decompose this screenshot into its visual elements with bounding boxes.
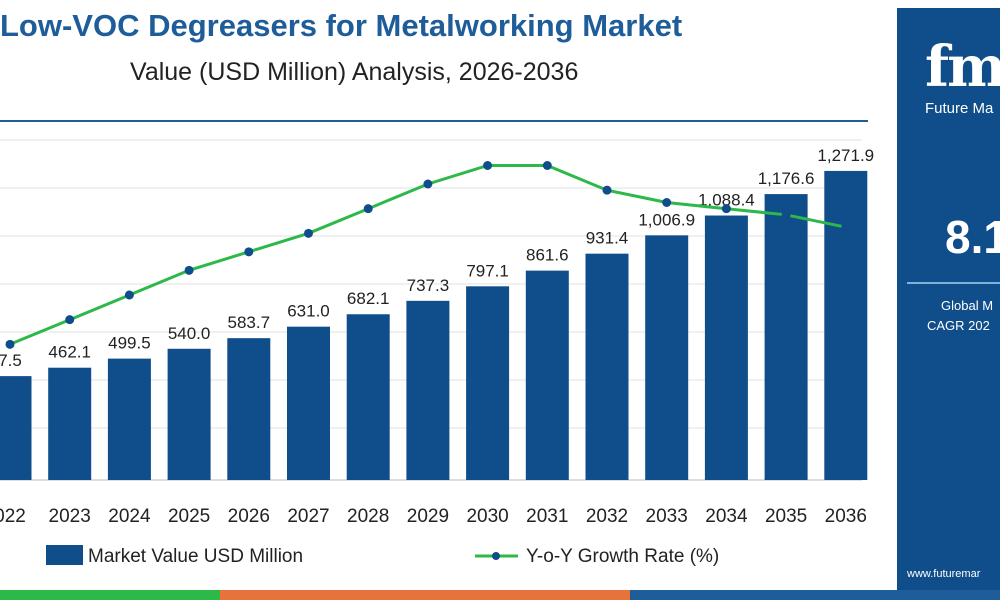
bottom-bar-orange — [220, 590, 630, 600]
legend-line-label: Y-o-Y Growth Rate (%) — [526, 546, 719, 567]
growth-point-2025 — [184, 265, 194, 275]
x-tick-2027: 2027 — [287, 506, 329, 527]
cagr-value: 8.1 — [945, 211, 1000, 263]
x-tick-2030: 2030 — [466, 506, 508, 527]
bar-2023 — [48, 367, 92, 480]
bar-label-2023: 462.1 — [48, 343, 91, 362]
bar-2036 — [824, 170, 868, 481]
growth-line-layer — [5, 161, 851, 349]
x-tick-2035: 2035 — [765, 506, 807, 527]
x-tick-2022: 022 — [0, 506, 26, 527]
panel-label-line2: CAGR 202 — [927, 318, 990, 333]
chart-title: Low-VOC Degreasers for Metalworking Mark… — [0, 8, 683, 43]
legend: Market Value USD Million Y-o-Y Growth Ra… — [46, 545, 719, 567]
growth-point-2035 — [781, 210, 791, 220]
bars-layer — [0, 170, 868, 481]
bottom-color-bar — [0, 590, 1000, 600]
x-tick-2026: 2026 — [228, 506, 270, 527]
bar-label-2030: 797.1 — [466, 261, 509, 280]
bar-2035 — [764, 194, 808, 481]
bar-label-2032: 931.4 — [586, 229, 629, 248]
bar-label-2031: 861.6 — [526, 246, 569, 265]
growth-point-2028 — [363, 204, 373, 214]
x-tick-2033: 2033 — [646, 506, 688, 527]
brand-name: Future Ma — [925, 100, 994, 117]
x-tick-2032: 2032 — [586, 506, 628, 527]
bar-2026 — [227, 338, 271, 480]
x-tick-2024: 2024 — [108, 506, 151, 527]
growth-point-2026 — [244, 247, 254, 257]
bar-2028 — [346, 314, 390, 480]
growth-point-2023 — [65, 315, 75, 325]
bar-label-2022: 7.5 — [0, 351, 22, 370]
panel-divider — [907, 282, 1000, 284]
side-panel: fm Future Ma 8.1 Global M CAGR 202 www.f… — [897, 8, 1000, 590]
bar-2032 — [585, 253, 629, 480]
bar-label-2024: 499.5 — [108, 334, 151, 353]
growth-point-2024 — [124, 290, 134, 300]
bar-2024 — [107, 358, 151, 480]
bottom-bar-green — [0, 590, 220, 600]
bar-2029 — [406, 300, 450, 480]
x-tick-2034: 2034 — [705, 506, 748, 527]
chart-subtitle: Value (USD Million) Analysis, 2026-2036 — [130, 58, 579, 86]
bottom-bar-blue — [630, 590, 1000, 600]
growth-point-2032 — [602, 185, 612, 195]
bar-2030 — [466, 286, 510, 480]
panel-label-line1: Global M — [941, 298, 994, 313]
bar-2033 — [645, 235, 689, 480]
growth-point-2031 — [542, 161, 552, 170]
bar-label-2027: 631.0 — [287, 302, 330, 321]
website-url[interactable]: www.futuremar — [907, 568, 981, 580]
x-tick-2029: 2029 — [407, 506, 449, 527]
bar-2025 — [167, 348, 211, 480]
growth-point-2027 — [304, 228, 313, 238]
bar-label-2034: 1,088.4 — [698, 191, 755, 210]
x-tick-2028: 2028 — [347, 506, 389, 527]
growth-point-2030 — [483, 161, 493, 170]
legend-bar-swatch — [46, 545, 83, 565]
bar-2027 — [287, 326, 330, 480]
bar-label-2028: 682.1 — [347, 289, 390, 308]
bar-label-2026: 583.7 — [228, 313, 271, 332]
brand-logo: fm — [925, 34, 1000, 100]
bar-2034 — [704, 215, 748, 480]
x-tick-2025: 2025 — [168, 506, 210, 527]
legend-bar-label: Market Value USD Million — [88, 546, 303, 567]
bar-label-2035: 1,176.6 — [758, 169, 815, 188]
growth-point-2029 — [423, 179, 433, 189]
x-tick-2036: 2036 — [825, 506, 867, 527]
growth-point-2033 — [662, 198, 672, 207]
x-tick-2031: 2031 — [526, 506, 568, 527]
growth-point-2036 — [841, 222, 851, 232]
header-divider — [0, 120, 868, 122]
bar-2031 — [525, 270, 569, 480]
bar-2022 — [0, 376, 32, 480]
growth-point-2034 — [721, 204, 731, 214]
bar-labels-layer: 7.5 462.1 499.5 540.0 583.7 631.0 682.1 737.3 79… — [0, 146, 874, 370]
x-tick-2023: 2023 — [49, 506, 91, 527]
bar-label-2036: 1,271.9 — [817, 146, 874, 165]
bar-label-2025: 540.0 — [168, 324, 211, 343]
growth-point-2022 — [5, 339, 15, 349]
chart-area: 7.5 462.1 499.5 540.0 583.7 631.0 682.1 737.3 79… — [0, 139, 874, 567]
legend-line-marker — [492, 552, 500, 560]
bar-label-2029: 737.3 — [407, 276, 450, 295]
bar-label-2033: 1,006.9 — [638, 210, 695, 229]
x-tick-labels: 022 2023 2024 2025 2026 2027 2028 2029 2030 2031 2… — [0, 506, 867, 527]
